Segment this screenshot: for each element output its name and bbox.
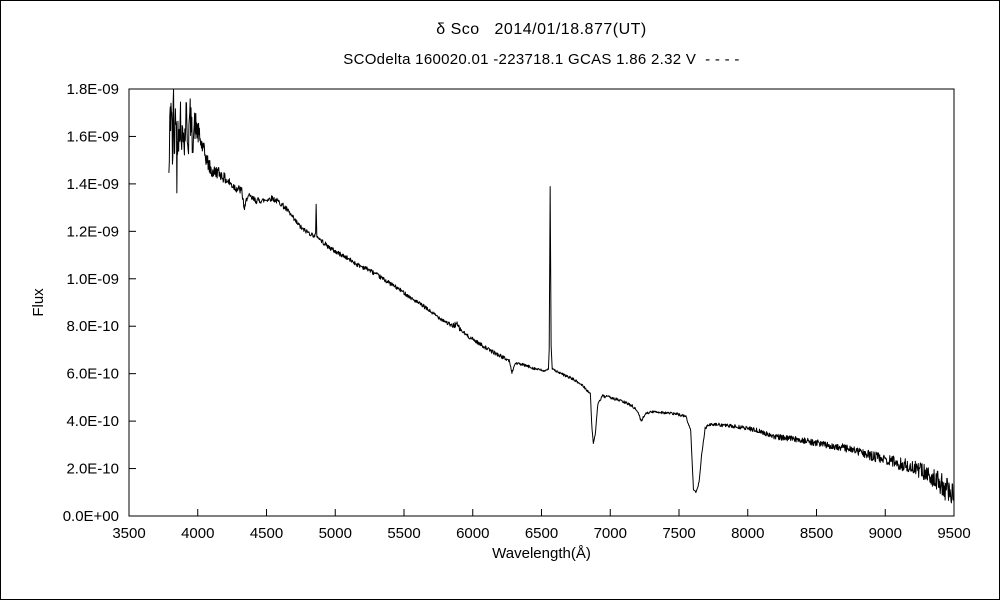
x-tick-label: 8500 bbox=[800, 525, 833, 542]
x-tick-label: 3500 bbox=[112, 525, 145, 542]
x-tick-label: 9000 bbox=[869, 525, 902, 542]
y-tick-label: 1.0E-09 bbox=[66, 271, 119, 288]
y-tick-label: 6.0E-10 bbox=[66, 366, 119, 383]
x-tick-label: 9500 bbox=[937, 525, 970, 542]
y-axis-label: Flux bbox=[30, 288, 47, 317]
y-tick-label: 1.6E-09 bbox=[66, 128, 119, 145]
chart-subtitle: SCOdelta 160020.01 -223718.1 GCAS 1.86 2… bbox=[343, 51, 740, 68]
x-tick-label: 4500 bbox=[250, 525, 283, 542]
chart-title: δ Sco 2014/01/18.877(UT) bbox=[436, 21, 647, 38]
x-tick-label: 5500 bbox=[387, 525, 420, 542]
x-tick-label: 6500 bbox=[525, 525, 558, 542]
plot-border bbox=[128, 88, 955, 517]
x-tick-label: 5000 bbox=[319, 525, 352, 542]
y-tick-label: 4.0E-10 bbox=[66, 413, 119, 430]
x-tick-label: 8000 bbox=[731, 525, 764, 542]
x-tick-label: 4000 bbox=[181, 525, 214, 542]
y-tick-label: 1.4E-09 bbox=[66, 176, 119, 193]
y-tick-label: 1.2E-09 bbox=[66, 223, 119, 240]
y-tick-label: 1.8E-09 bbox=[66, 81, 119, 98]
spectrum-line bbox=[168, 88, 955, 504]
y-tick-label: 8.0E-10 bbox=[66, 318, 119, 335]
x-tick-label: 7000 bbox=[594, 525, 627, 542]
x-axis-label: Wavelength(Å) bbox=[492, 545, 591, 562]
x-tick-label: 7500 bbox=[662, 525, 695, 542]
y-tick-label: 2.0E-10 bbox=[66, 461, 119, 478]
x-tick-label: 6000 bbox=[456, 525, 489, 542]
y-tick-label: 0.0E+00 bbox=[63, 508, 119, 525]
